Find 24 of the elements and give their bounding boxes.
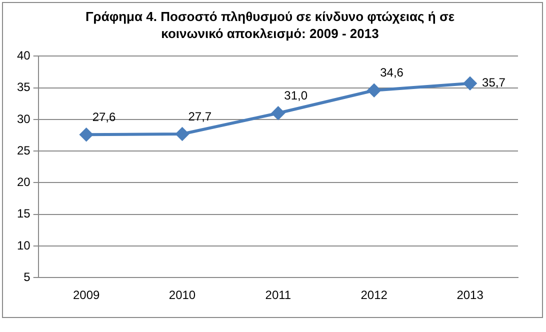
- y-tick-label: 15: [16, 206, 31, 221]
- data-label: 31,0: [284, 88, 308, 102]
- y-tick-label: 35: [16, 80, 31, 94]
- data-label: 27,6: [92, 110, 116, 124]
- point: [176, 128, 189, 141]
- data-label: 27,7: [188, 109, 212, 124]
- chart-title: Γράφημα 4. Ποσοστό πληθυσμού σε κίνδυνο φτώχειας ή σε κοινωνικό αποκλεισμό: 2009 - 2013: [84, 8, 456, 42]
- data-label: 35,7: [482, 76, 506, 90]
- x-tick-label: 2011: [265, 288, 292, 302]
- x-tick-label: 2010: [168, 288, 196, 302]
- y-tick-label: 40: [16, 48, 31, 63]
- point: [464, 76, 477, 90]
- y-tick-label: 25: [16, 143, 31, 158]
- data-label: 34,6: [380, 66, 404, 80]
- y-tick-label: 10: [16, 238, 31, 252]
- x-tick-label: 2012: [360, 288, 388, 302]
- point: [368, 84, 381, 97]
- x-tick-label: 2013: [456, 288, 484, 302]
- y-tick-label: 20: [16, 175, 31, 190]
- x-tick-label: 2009: [72, 288, 100, 302]
- y-tick-label: 30: [16, 112, 31, 126]
- point: [80, 128, 93, 142]
- y-tick-label: 5: [24, 270, 31, 284]
- point: [272, 106, 285, 120]
